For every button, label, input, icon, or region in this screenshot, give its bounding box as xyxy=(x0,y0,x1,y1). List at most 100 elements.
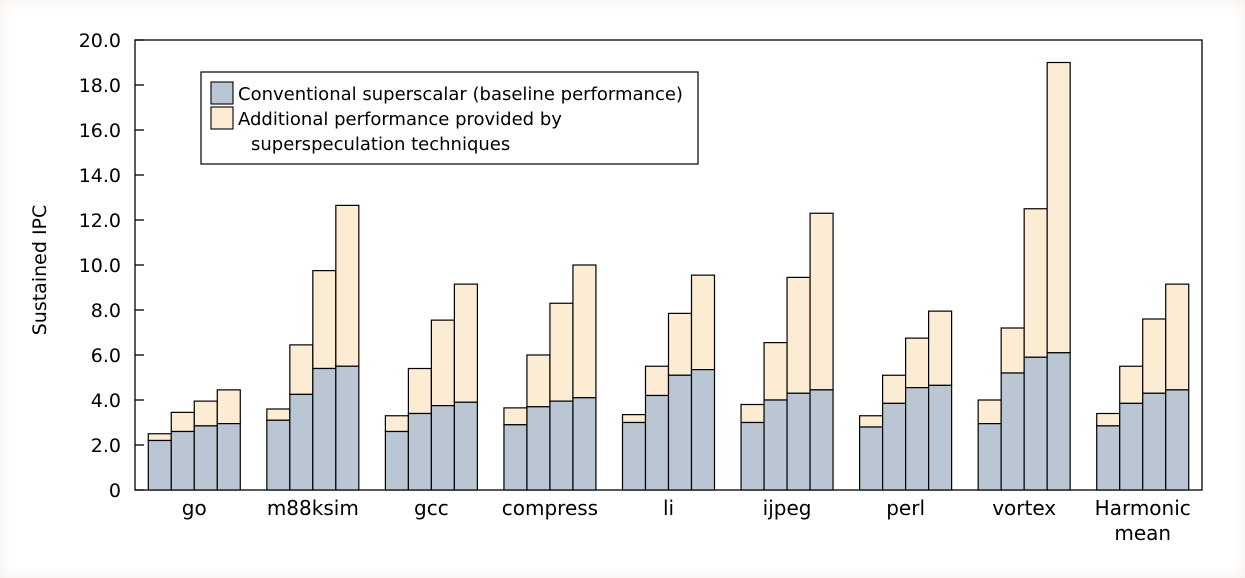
bar-baseline xyxy=(430,405,455,491)
y-tick-label: 4.0 xyxy=(91,390,121,412)
bar-baseline xyxy=(1165,389,1190,491)
bar-additional xyxy=(384,415,409,433)
bar-additional xyxy=(503,407,528,426)
bar-additional xyxy=(809,212,834,391)
bar-baseline xyxy=(621,421,647,491)
y-tick-label: 2.0 xyxy=(91,435,121,457)
bar-additional xyxy=(1023,208,1048,358)
bar-baseline xyxy=(289,393,314,491)
bar-baseline xyxy=(809,389,834,491)
y-tick-label: 14.0 xyxy=(79,165,121,187)
y-tick-label: 8.0 xyxy=(91,300,121,322)
bar-baseline xyxy=(786,392,811,491)
bar-additional xyxy=(193,400,218,427)
bar-baseline xyxy=(572,397,597,491)
bar-additional xyxy=(1096,412,1121,427)
x-category-label: ijpeg xyxy=(763,496,812,520)
legend: Conventional superscalar (baseline perfo… xyxy=(200,71,699,165)
y-tick-label: 18.0 xyxy=(79,75,121,97)
bar-additional xyxy=(690,274,716,371)
bar-additional xyxy=(905,337,930,389)
legend-swatch-additional xyxy=(210,106,234,130)
bar-baseline xyxy=(453,401,478,491)
bar-baseline xyxy=(266,419,291,491)
bar-baseline xyxy=(977,423,1002,491)
bar-additional xyxy=(1119,365,1144,404)
bar-additional xyxy=(170,411,195,433)
bar-baseline xyxy=(905,387,930,491)
bar-baseline xyxy=(1046,352,1071,491)
bar-additional xyxy=(526,354,551,408)
bar-additional xyxy=(786,276,811,394)
bar-baseline xyxy=(1119,402,1144,491)
x-category-label: gcc xyxy=(414,496,449,520)
bar-additional xyxy=(928,310,953,386)
bar-additional xyxy=(1000,327,1025,374)
bar-baseline xyxy=(882,402,907,491)
bar-additional xyxy=(266,408,291,421)
bar-additional xyxy=(882,374,907,404)
bar-additional xyxy=(859,415,884,428)
bar-additional xyxy=(549,302,574,402)
y-axis-label: Sustained IPC xyxy=(29,205,51,336)
bar-baseline xyxy=(1142,392,1167,491)
bar-baseline xyxy=(503,424,528,491)
x-category-label: go xyxy=(182,496,207,520)
bar-baseline xyxy=(1096,425,1121,491)
bar-additional xyxy=(740,403,765,424)
bar-additional xyxy=(453,283,478,403)
bar-baseline xyxy=(147,439,172,491)
bar-baseline xyxy=(667,374,693,491)
bar-additional xyxy=(977,399,1002,425)
bar-additional xyxy=(147,433,172,442)
x-category-label: mean xyxy=(1114,521,1171,545)
bar-additional xyxy=(572,264,597,399)
bar-baseline xyxy=(928,384,953,491)
y-tick-label: 12.0 xyxy=(79,210,121,232)
y-tick-label: 6.0 xyxy=(91,345,121,367)
bar-additional xyxy=(407,367,432,415)
x-category-label: vortex xyxy=(992,496,1056,520)
bar-additional xyxy=(644,365,670,397)
bar-baseline xyxy=(740,421,765,491)
bar-baseline xyxy=(549,400,574,491)
bar-baseline xyxy=(193,425,218,491)
bar-baseline xyxy=(644,394,670,491)
bar-baseline xyxy=(312,367,337,491)
bar-additional xyxy=(1046,61,1071,354)
x-category-label: m88ksim xyxy=(267,496,359,520)
bars xyxy=(147,61,1190,491)
x-category-label: Harmonic xyxy=(1095,496,1191,520)
bar-additional xyxy=(763,342,788,401)
bar-additional xyxy=(430,319,455,407)
bar-baseline xyxy=(763,399,788,491)
x-category-label: li xyxy=(663,496,674,520)
bar-baseline xyxy=(384,430,409,491)
bar-baseline xyxy=(407,412,432,491)
y-tick-label: 16.0 xyxy=(79,120,121,142)
legend-label-additional-cont: superspeculation techniques xyxy=(251,134,510,155)
bar-baseline xyxy=(690,369,716,491)
bar-additional xyxy=(667,312,693,376)
x-category-label: perl xyxy=(886,496,925,520)
bar-baseline xyxy=(526,406,551,491)
y-tick-label: 10.0 xyxy=(79,255,121,277)
bar-additional xyxy=(1142,318,1167,394)
bar-additional xyxy=(335,204,360,367)
bar-baseline xyxy=(1000,372,1025,491)
y-tick-label: 0 xyxy=(109,480,121,502)
bar-additional xyxy=(289,344,314,395)
bar-additional xyxy=(1165,283,1190,391)
bar-baseline xyxy=(859,426,884,491)
axes: 0 2.0 4.0 6.0 8.0 10.0 12.0 14.0 16.0 18.0 20.0 Sus… xyxy=(29,30,1191,545)
legend-box xyxy=(200,71,699,165)
x-category-label: compress xyxy=(502,496,598,520)
legend-label-additional: Additional performance provided by xyxy=(238,109,562,130)
legend-label-baseline: Conventional superscalar (baseline perfo… xyxy=(238,84,683,105)
bar-baseline xyxy=(170,430,195,491)
bar-baseline xyxy=(335,365,360,491)
y-tick-label: 20.0 xyxy=(79,30,121,52)
bar-baseline xyxy=(1023,356,1048,491)
bar-additional xyxy=(216,389,241,425)
